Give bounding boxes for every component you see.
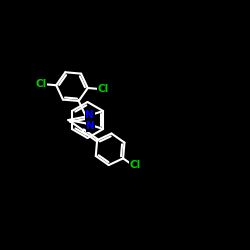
Text: Cl: Cl (36, 79, 47, 89)
Text: N: N (86, 122, 95, 132)
Text: N: N (85, 110, 94, 120)
Text: Cl: Cl (130, 160, 141, 170)
Text: Cl: Cl (97, 84, 108, 94)
